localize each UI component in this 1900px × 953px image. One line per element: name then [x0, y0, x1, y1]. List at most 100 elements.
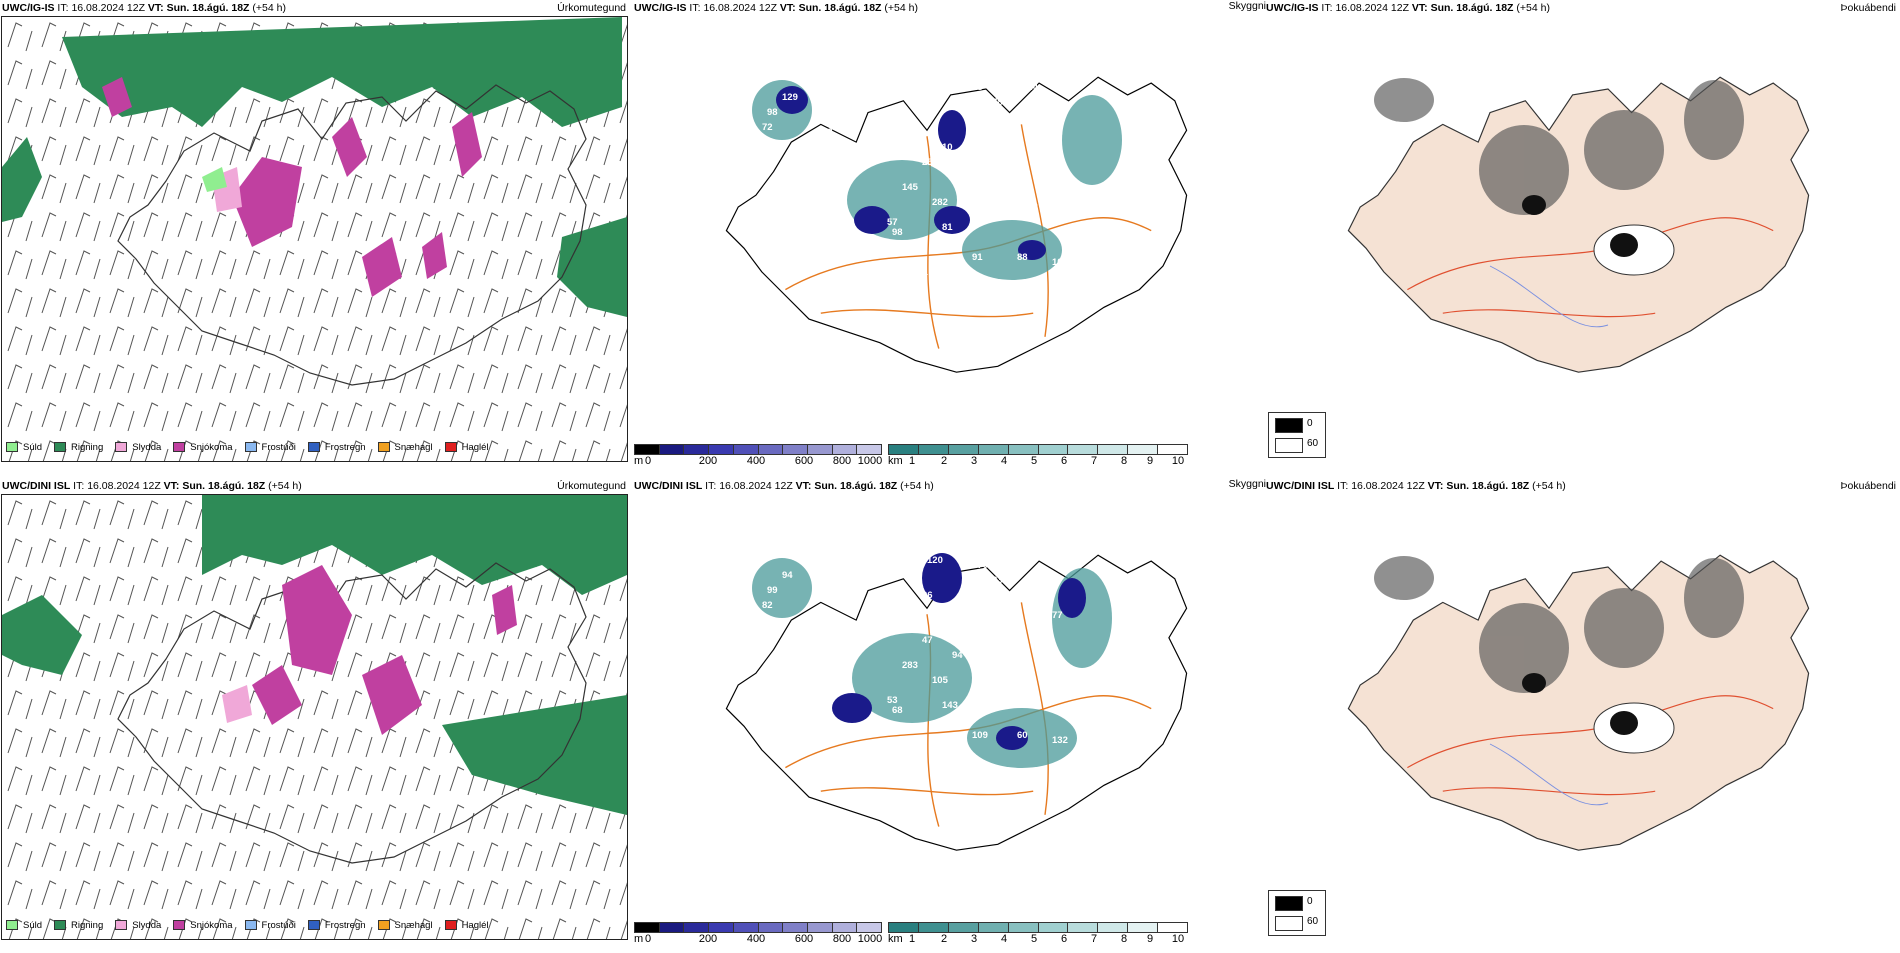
- visibility-value-label: 14: [802, 242, 813, 253]
- legend-label: Súld: [23, 441, 43, 453]
- visibility-value-label: 99: [767, 585, 778, 596]
- visibility-colorbar: km 1 2 3 4 5 6 7 8 9 10: [888, 444, 1188, 467]
- fog-map[interactable]: [1294, 508, 1854, 918]
- tick-label: 400: [746, 933, 766, 945]
- panel-header: UWC/DINI ISL IT: 16.08.2024 12Z VT: Sun.…: [2, 479, 626, 493]
- visibility-value-label: 143: [942, 700, 958, 711]
- it-label: IT:: [73, 480, 85, 492]
- legend-label: Snjókoma: [190, 441, 233, 453]
- valid-time: Sun. 18.ágú. 18Z: [166, 2, 250, 14]
- tick-label: 10: [1171, 455, 1185, 467]
- legend-swatch: [244, 920, 257, 930]
- tick-label: 6: [1060, 455, 1068, 467]
- visibility-value-label: 78: [992, 97, 1003, 108]
- visibility-value-label: 145: [902, 182, 919, 193]
- visibility-value-label: 62: [902, 82, 913, 93]
- visibility-value-label: 70: [1022, 560, 1033, 571]
- elevation-unit: m: [634, 455, 644, 467]
- visibility-value-label: 88: [902, 560, 913, 571]
- visibility-value-label: 103: [1022, 202, 1038, 213]
- init-time: 16.08.2024 12Z: [719, 480, 793, 492]
- visibility-value-label: 77: [1052, 610, 1063, 621]
- it-label: IT:: [1321, 2, 1333, 14]
- tick-label: 400: [746, 455, 766, 467]
- legend-swatch: [115, 920, 128, 930]
- legend-swatch: [6, 920, 18, 930]
- precip-map[interactable]: Súld Rigning Slydda Snjókoma Frostúði Fr…: [1, 16, 628, 462]
- valid-time: Sun. 18.ágú. 18Z: [1446, 480, 1530, 492]
- visibility-panel: UWC/DINI ISL IT: 16.08.2024 12Z VT: Sun.…: [632, 478, 1266, 953]
- legend-label: Snjókoma: [190, 919, 233, 931]
- init-time: 16.08.2024 12Z: [1335, 2, 1409, 14]
- legend-label: Frostregn: [324, 441, 366, 453]
- tick-label: 0: [644, 933, 652, 945]
- precip-map[interactable]: Súld Rigning Slydda Snjókoma Frostúði Fr…: [1, 494, 628, 940]
- fog-map[interactable]: [1294, 30, 1854, 440]
- legend-swatch: [444, 920, 457, 930]
- panel-header: UWC/IG-IS IT: 16.08.2024 12Z VT: Sun. 18…: [634, 0, 1266, 15]
- tick-label: 9: [1146, 933, 1154, 945]
- tick-label: 5: [1030, 933, 1038, 945]
- legend-item: Snjókoma: [173, 919, 233, 931]
- legend-item: Slydda: [115, 920, 161, 931]
- model-name: UWC/DINI ISL: [634, 480, 703, 492]
- legend-label: Slydda: [132, 441, 162, 453]
- visibility-value-label: 94: [952, 650, 963, 661]
- precip-type-panel: UWC/DINI ISL IT: 16.08.2024 12Z VT: Sun.…: [0, 478, 630, 953]
- visibility-map[interactable]: 94 99 82 88 120 370 83 70 77 96 34 18 47 94 283 105 182 5…: [672, 508, 1232, 918]
- visibility-value-label: 109: [972, 730, 988, 741]
- tick-label: 4: [1000, 933, 1008, 945]
- it-label: IT:: [689, 2, 701, 14]
- panel-header: UWC/IG-IS IT: 16.08.2024 12Z VT: Sun. 18…: [1266, 1, 1896, 15]
- tick-label: 8: [1120, 455, 1128, 467]
- visibility-value-label: 18: [942, 620, 953, 631]
- lead-time: (+54 h): [268, 480, 302, 492]
- visibility-value-label: 81: [942, 222, 953, 233]
- visibility-value-label: 25: [922, 157, 933, 168]
- legend-label: Frostregn: [324, 919, 366, 931]
- visibility-value-label: 74: [922, 112, 933, 123]
- tick-label: 2: [940, 933, 948, 945]
- tick-label: 7: [1090, 455, 1098, 467]
- legend-label: Rigning: [71, 441, 104, 453]
- legend-item: Súld: [6, 920, 42, 931]
- fog-colorbar: 0 60: [1268, 412, 1326, 458]
- legend-swatch: [173, 442, 186, 452]
- visibility-value-label: 10: [942, 142, 953, 153]
- visibility-value-label: 94: [782, 570, 793, 581]
- visibility-value-label: 72: [762, 122, 773, 133]
- it-label: IT:: [57, 2, 69, 14]
- legend-swatch: [444, 442, 457, 452]
- precip-legend: Súld Rigning Slydda Snjókoma Frostúði Fr…: [6, 917, 501, 933]
- vt-label: VT:: [1411, 2, 1428, 14]
- tick-label: 9: [1146, 455, 1154, 467]
- fog-key-value: 60: [1307, 438, 1319, 449]
- panel-header: UWC/IG-IS IT: 16.08.2024 12Z VT: Sun. 18…: [2, 1, 626, 15]
- legend-item: Frostúði: [244, 442, 296, 453]
- visibility-value-label: 58: [1077, 740, 1088, 751]
- visibility-value-label: 105: [932, 675, 949, 686]
- visibility-value-label: 60: [1017, 730, 1028, 741]
- legend-swatch: [377, 920, 390, 930]
- model-name: UWC/IG-IS: [634, 2, 687, 14]
- visibility-value-label: 83: [992, 575, 1003, 586]
- valid-time: Sun. 18.ágú. 18Z: [182, 480, 266, 492]
- legend-swatch: [54, 920, 67, 930]
- visibility-value-label: 58: [1022, 680, 1033, 691]
- vt-label: VT:: [779, 2, 796, 14]
- tick-label: 3: [970, 933, 978, 945]
- panel-title: Skyggni: [1228, 478, 1266, 490]
- tick-label: 6: [1060, 933, 1068, 945]
- visibility-value-label: 34: [912, 610, 923, 621]
- tick-label: 200: [698, 933, 718, 945]
- visibility-value-label: 98: [767, 107, 778, 118]
- model-name: UWC/DINI ISL: [2, 480, 71, 492]
- forecast-row-igis: UWC/IG-IS IT: 16.08.2024 12Z VT: Sun. 18…: [0, 0, 1900, 475]
- tick-label: 0: [644, 455, 652, 467]
- visibility-value-label: 132: [1052, 735, 1068, 746]
- elevation-colorbar: m 0 200 400 600 800 1000: [634, 922, 882, 945]
- tick-label: 8: [1120, 933, 1128, 945]
- lead-time: (+54 h): [252, 2, 286, 14]
- visibility-unit: km: [888, 455, 903, 467]
